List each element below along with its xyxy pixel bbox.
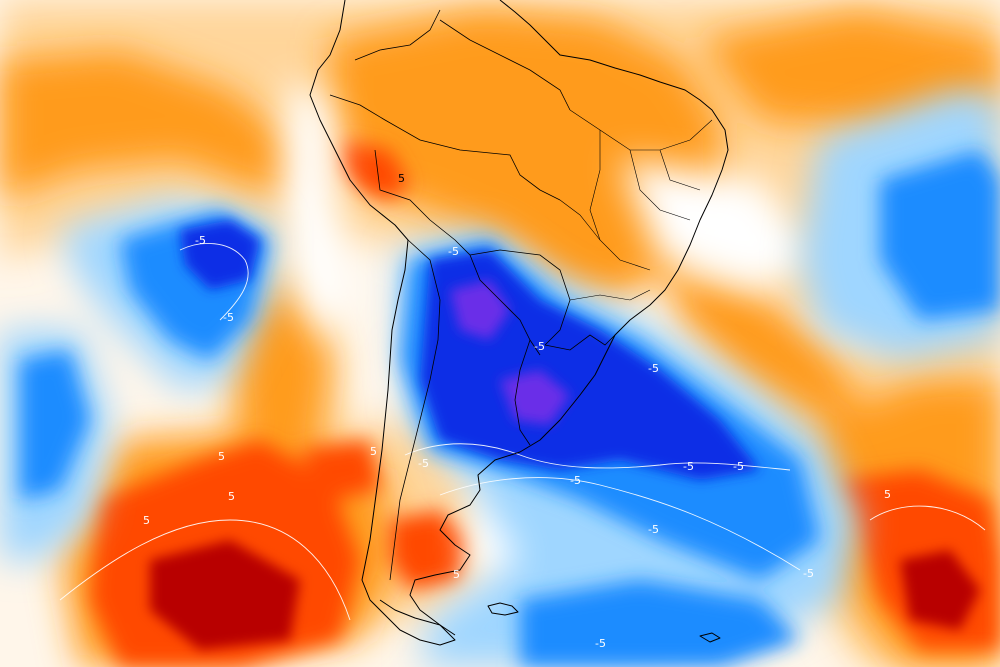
contour-label: 5 bbox=[218, 450, 225, 463]
contour-label: 5 bbox=[884, 488, 891, 501]
contour-label: -5 bbox=[223, 311, 234, 324]
contour-label: 5 bbox=[453, 568, 460, 581]
contour-label: 5 bbox=[228, 490, 235, 503]
orange-north-ocean-left bbox=[0, 50, 320, 200]
country-borders bbox=[329, 9, 616, 581]
white-atlantic bbox=[620, 160, 820, 290]
contour-lines bbox=[59, 243, 986, 621]
contour-line bbox=[439, 477, 801, 571]
white-pacific-coast bbox=[280, 80, 360, 340]
state-border bbox=[569, 289, 651, 301]
contour-label: 5 bbox=[398, 172, 405, 185]
state-border bbox=[569, 109, 713, 151]
border-line bbox=[544, 334, 616, 351]
blue-south-band bbox=[520, 580, 800, 667]
contour-label: -5 bbox=[683, 460, 694, 473]
dark-red-pacific bbox=[150, 540, 300, 650]
dark-blue-pacific bbox=[180, 220, 260, 290]
brazil-state-borders bbox=[559, 109, 713, 301]
border-line bbox=[469, 249, 571, 346]
contour-label: -5 bbox=[595, 637, 606, 650]
state-border bbox=[559, 199, 601, 241]
border-line bbox=[354, 9, 441, 61]
state-border bbox=[629, 149, 691, 221]
border-line bbox=[439, 19, 571, 111]
contour-line bbox=[404, 443, 791, 471]
contour-label: -5 bbox=[733, 460, 744, 473]
contour-label: -5 bbox=[803, 567, 814, 580]
red-peru-bolivia bbox=[340, 140, 410, 200]
contour-label: -5 bbox=[534, 340, 545, 353]
state-border bbox=[589, 130, 651, 271]
border-line bbox=[514, 339, 531, 446]
blue-pacific-west bbox=[20, 350, 90, 500]
contour-label: -5 bbox=[195, 234, 206, 247]
red-patagonia bbox=[390, 510, 470, 590]
south-america-coastline bbox=[309, 0, 729, 646]
contour-line bbox=[179, 243, 249, 321]
continent-outline bbox=[309, 0, 729, 646]
contour-labels: 5 -5 -5 5 -5 5 5 5 -5 -5 -5 -5 5 -5 -5 5… bbox=[143, 172, 891, 650]
contour-line bbox=[59, 519, 351, 621]
contour-label: 5 bbox=[370, 445, 377, 458]
blue-atlantic-east bbox=[880, 150, 1000, 320]
orange-south-america bbox=[330, 10, 720, 300]
strong-warm-field bbox=[150, 540, 980, 650]
contour-label: -5 bbox=[570, 474, 581, 487]
dark-red-southeast bbox=[900, 550, 980, 630]
border-line bbox=[389, 239, 441, 581]
contour-label: -5 bbox=[448, 245, 459, 258]
contour-line bbox=[869, 505, 986, 531]
contour-label: -5 bbox=[648, 362, 659, 375]
border-line bbox=[329, 94, 561, 201]
orange-pacific-mid bbox=[230, 290, 330, 460]
orange-north-ocean-right bbox=[700, 10, 1000, 130]
tierra-del-fuego bbox=[379, 599, 456, 636]
state-border bbox=[659, 149, 701, 191]
south-georgia bbox=[699, 632, 721, 643]
red-pacific-east bbox=[300, 440, 380, 500]
contour-label: 5 bbox=[143, 514, 150, 527]
orange-atlantic-tongue bbox=[660, 260, 860, 420]
falkland-islands bbox=[487, 602, 519, 616]
contour-label: -5 bbox=[418, 457, 429, 470]
contour-label: -5 bbox=[648, 523, 659, 536]
